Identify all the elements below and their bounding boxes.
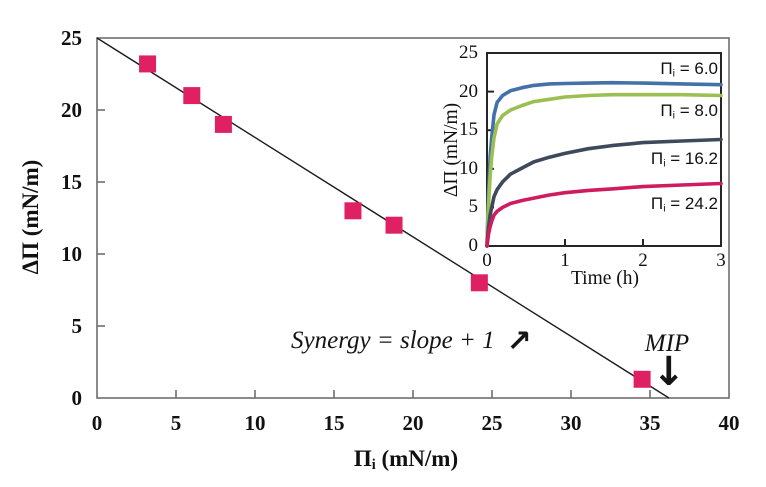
data-point-marker	[633, 370, 651, 388]
tick-label: 25	[459, 42, 478, 63]
inset-curve-8	[485, 92, 723, 248]
tick-label: 15	[323, 411, 345, 435]
data-point-marker	[470, 274, 488, 292]
tick-label: 10	[244, 411, 266, 435]
tick-label: 35	[639, 411, 661, 435]
tick-label: 20	[459, 80, 478, 102]
data-point-marker	[385, 216, 403, 234]
tick-label: 20	[61, 98, 82, 122]
tick-label: 0	[468, 235, 479, 256]
tick-label: 0	[71, 386, 83, 410]
inset-y-axis-title: ΔΠ (mN/m)	[441, 102, 462, 198]
tick-label: 20	[402, 411, 424, 435]
tick-label: 3	[716, 250, 726, 271]
synergy-annotation-text: Synergy = slope + 1	[291, 327, 495, 354]
curve-label-24.2: Πi = 24.2	[650, 194, 718, 215]
curve-label-8.0: Πi = 8.0	[660, 101, 718, 122]
tick-label: 40	[718, 411, 740, 435]
main-y-axis-title: ΔΠ (mN/m)	[18, 159, 43, 275]
tick-label: 5	[170, 411, 182, 435]
tick-label: 5	[468, 196, 479, 218]
curve-label-16.2: Πi = 16.2	[650, 149, 718, 170]
inset-x-axis-title: Time (h)	[570, 268, 640, 289]
tick-label: 2	[638, 250, 648, 271]
synergy-annotation: Synergy = slope + 1 ↗	[291, 324, 532, 359]
data-point-marker	[214, 115, 232, 133]
mip-annotation-text: MIP	[644, 330, 690, 357]
tick-label: 0	[91, 411, 103, 435]
tick-label: 5	[71, 314, 83, 338]
tick-label: 30	[560, 411, 582, 435]
inset-curve-16.2	[485, 137, 723, 248]
tick-label: 25	[61, 26, 82, 50]
tick-label: 0	[482, 250, 492, 271]
data-point-marker	[139, 55, 157, 73]
curve-label-6.0: Πi = 6.0	[660, 59, 718, 80]
tick-label: 10	[459, 157, 478, 179]
tick-label: 25	[481, 411, 503, 435]
main-x-axis-title: Πi (mN/m)	[353, 446, 459, 474]
down-arrow-icon: ↓	[652, 349, 686, 395]
northeast-arrow-icon: ↗	[506, 324, 532, 359]
tick-label: 1	[560, 250, 570, 271]
inset-curve-24.2	[485, 181, 723, 248]
tick-label: 15	[459, 119, 478, 141]
tick-label: 15	[61, 170, 82, 194]
data-point-marker	[344, 202, 362, 220]
tick-label: 10	[61, 242, 82, 266]
data-point-marker	[183, 87, 201, 105]
